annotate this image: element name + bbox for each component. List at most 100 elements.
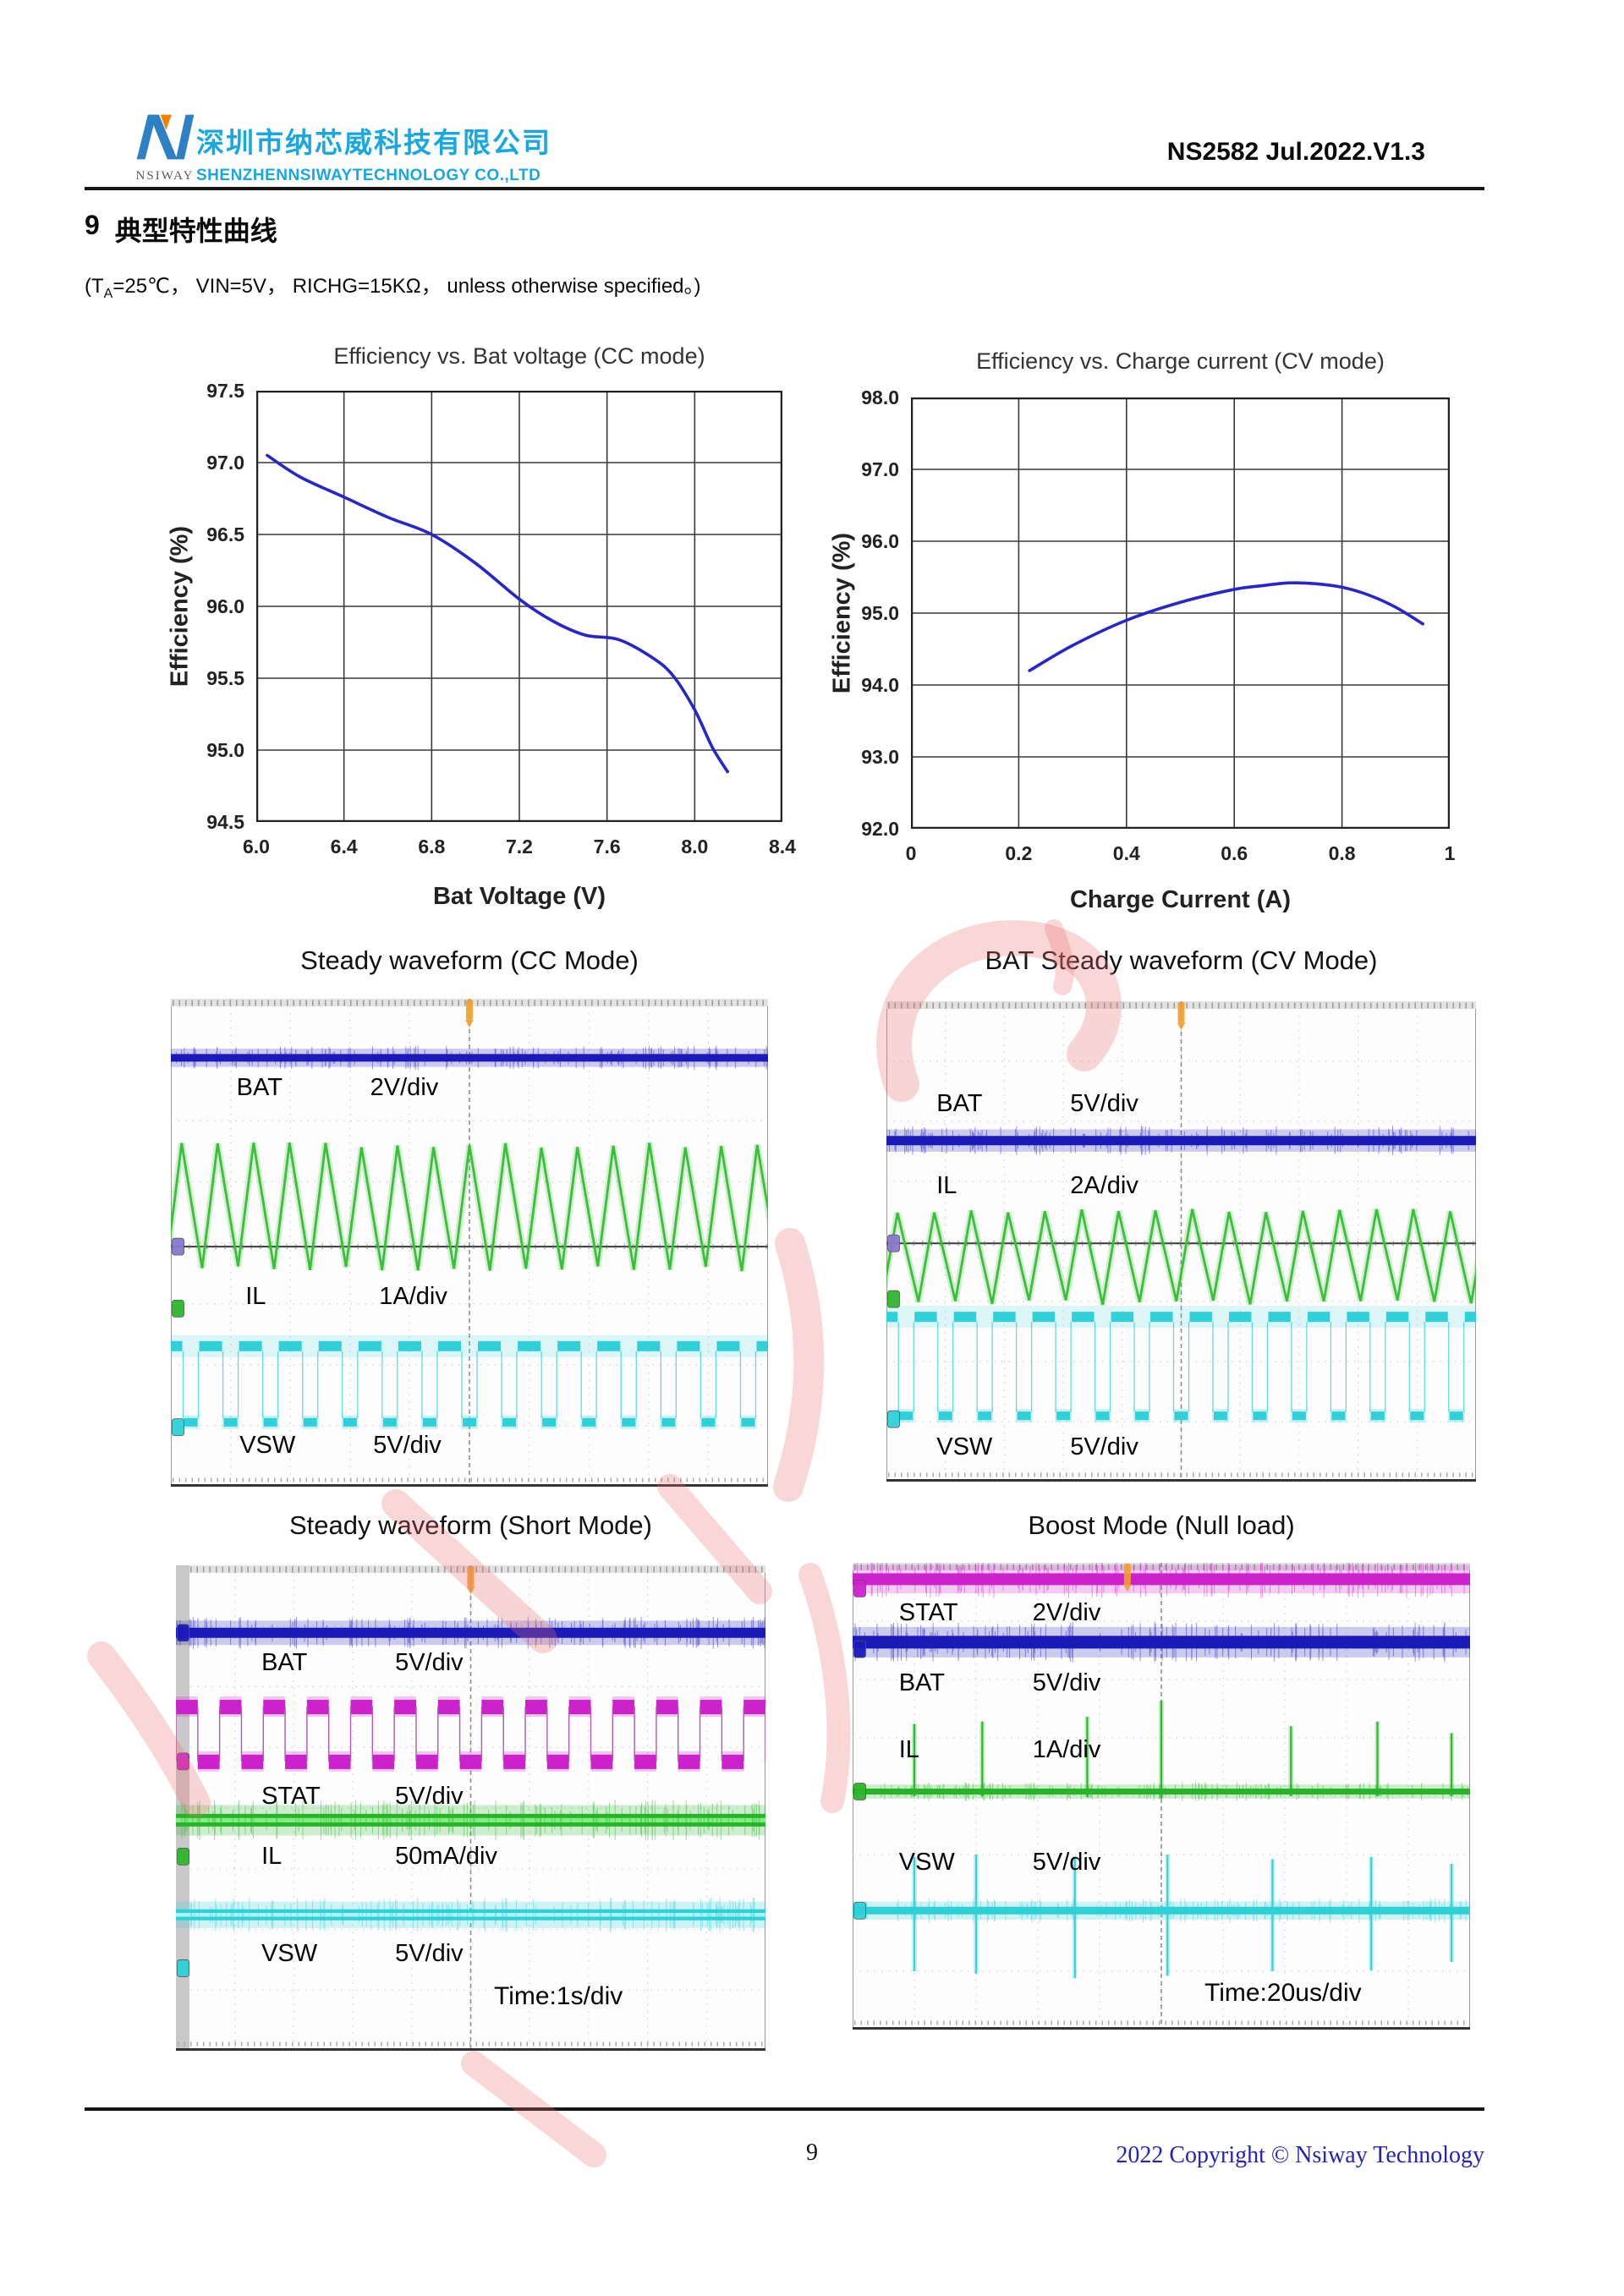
y-axis-label: Efficiency (%) bbox=[166, 525, 194, 688]
trace-label-STAT: STAT 5V/div bbox=[261, 1783, 464, 1811]
x-tick-label: 6.0 bbox=[243, 836, 270, 858]
trigger-marker-icon bbox=[1177, 1002, 1185, 1022]
trace-name: STAT bbox=[898, 1599, 958, 1627]
y-tick-label: 94.0 bbox=[861, 674, 899, 696]
x-tick-label: 0.4 bbox=[1112, 842, 1140, 864]
channel-marker-icon bbox=[887, 1410, 900, 1428]
nsiway-logo-icon bbox=[136, 114, 195, 160]
trace-label-VSW: VSW 5V/div bbox=[239, 1432, 442, 1460]
oscilloscope-boost-mode: STAT 2V/div BAT 5V/div IL 1A/div VSW 5V/div bbox=[853, 1563, 1470, 2030]
y-tick-label: 92.0 bbox=[861, 818, 899, 840]
oscilloscope-cv-mode: BAT 5V/div IL 2A/div VSW 5V/div bbox=[886, 1001, 1476, 1482]
scope-caption-boost-mode: Boost Mode (Null load) bbox=[1028, 1510, 1295, 1540]
conditions-prefix: (T bbox=[85, 275, 104, 298]
trace-name: BAT bbox=[936, 1090, 983, 1118]
trace-name: STAT bbox=[261, 1783, 321, 1811]
chart-title: Efficiency vs. Bat voltage (CC mode) bbox=[333, 343, 705, 369]
y-tick-label: 96.0 bbox=[206, 595, 244, 617]
copyright-notice: 2022 Copyright © Nsiway Technology bbox=[1116, 2142, 1484, 2168]
chart-efficiency-cc-mode: Efficiency vs. Bat voltage (CC mode) 97.5… bbox=[152, 338, 804, 930]
x-tick-label: 6.4 bbox=[330, 836, 358, 858]
trace-name: VSW bbox=[239, 1432, 296, 1460]
y-tick-label: 97.5 bbox=[206, 380, 244, 402]
x-tick-label: 1 bbox=[1444, 842, 1456, 864]
trace-name: VSW bbox=[898, 1848, 955, 1876]
trace-label-STAT: STAT 2V/div bbox=[899, 1599, 1101, 1627]
x-tick-label: 7.6 bbox=[593, 836, 621, 858]
trace-scale: 5V/div bbox=[1032, 1848, 1101, 1876]
x-tick-label: 7.2 bbox=[506, 836, 533, 858]
trace-label-VSW: VSW 5V/div bbox=[261, 1940, 464, 1968]
chart-plot-area bbox=[911, 397, 1450, 829]
trace-label-IL: IL 50mA/div bbox=[261, 1843, 497, 1871]
trace-name: IL bbox=[898, 1736, 919, 1764]
trace-scale: 5V/div bbox=[395, 1648, 464, 1676]
y-axis-label: Efficiency (%) bbox=[828, 532, 856, 694]
trace-scale: 5V/div bbox=[373, 1432, 442, 1460]
scope-screen bbox=[176, 1565, 765, 2051]
channel-marker-icon bbox=[172, 1418, 184, 1437]
trace-label-BAT: BAT 5V/div bbox=[899, 1669, 1101, 1697]
conditions-subscript: A bbox=[103, 286, 113, 301]
y-tick-label: 95.5 bbox=[206, 667, 244, 689]
x-tick-label: 0.2 bbox=[1005, 842, 1033, 864]
logo-wordmark: NSIWAY bbox=[135, 169, 195, 183]
trace-label-BAT: BAT 5V/div bbox=[261, 1649, 464, 1677]
trigger-marker-icon bbox=[466, 1000, 473, 1020]
chart-plot-area bbox=[256, 391, 782, 822]
trace-name: BAT bbox=[898, 1669, 945, 1696]
channel-marker-icon bbox=[853, 1640, 866, 1658]
x-axis-label: Charge Current (A) bbox=[1069, 886, 1291, 913]
section-title: 典型特性曲线 bbox=[114, 216, 277, 246]
section-heading: 9 典型特性曲线 bbox=[85, 210, 277, 249]
scope-caption-cv-mode: BAT Steady waveform (CV Mode) bbox=[985, 945, 1378, 975]
trace-label-IL: IL 1A/div bbox=[245, 1283, 447, 1311]
channel-marker-icon bbox=[177, 1959, 189, 1977]
x-tick-label: 6.8 bbox=[418, 836, 446, 858]
trace-name: IL bbox=[245, 1283, 266, 1311]
test-conditions: (TA=25℃， VIN=5V， RICHG=15KΩ， unless othe… bbox=[85, 269, 701, 302]
y-tick-label: 96.5 bbox=[206, 523, 244, 545]
trace-name: BAT bbox=[261, 1648, 308, 1676]
y-tick-label: 94.5 bbox=[206, 811, 244, 833]
chart-title: Efficiency vs. Charge current (CV mode) bbox=[976, 348, 1385, 374]
header-rule bbox=[85, 187, 1484, 190]
trace-label-VSW: VSW 5V/div bbox=[936, 1433, 1138, 1461]
trace-scale: 5V/div bbox=[1070, 1090, 1138, 1118]
trace-scale: 2V/div bbox=[370, 1074, 439, 1102]
x-tick-label: 0 bbox=[905, 842, 917, 864]
chart-series-line bbox=[266, 453, 730, 774]
x-tick-label: 8.0 bbox=[681, 836, 709, 858]
channel-marker-icon bbox=[853, 1901, 866, 1920]
y-tick-label: 98.0 bbox=[861, 386, 899, 408]
trace-label-BAT: BAT 2V/div bbox=[237, 1074, 439, 1102]
channel-marker-icon bbox=[172, 1299, 184, 1318]
x-tick-label: 8.4 bbox=[769, 836, 796, 858]
trigger-marker-icon bbox=[467, 1566, 475, 1586]
trace-scale: 5V/div bbox=[1032, 1669, 1101, 1696]
company-name-cn: 深圳市纳芯威科技有限公司 bbox=[196, 127, 551, 158]
channel-marker-icon bbox=[853, 1579, 866, 1597]
trace-label-BAT: BAT 5V/div bbox=[936, 1090, 1138, 1118]
trace-scale: 2V/div bbox=[1032, 1599, 1101, 1627]
section-number: 9 bbox=[85, 210, 100, 240]
chart-series-line bbox=[1028, 581, 1424, 672]
x-axis-label: Bat Voltage (V) bbox=[432, 883, 606, 910]
trace-scale: 1A/div bbox=[379, 1283, 447, 1311]
trace-name: VSW bbox=[936, 1433, 993, 1461]
channel-marker-icon bbox=[887, 1290, 900, 1308]
y-tick-label: 97.0 bbox=[861, 458, 899, 480]
chart-efficiency-cv-mode: Efficiency vs. Charge current (CV mode) 9… bbox=[812, 338, 1480, 930]
trace-label-VSW: VSW 5V/div bbox=[899, 1849, 1101, 1877]
y-tick-label: 93.0 bbox=[861, 746, 899, 768]
y-tick-label: 96.0 bbox=[861, 530, 899, 552]
channel-marker-icon bbox=[172, 1237, 184, 1256]
y-tick-label: 95.0 bbox=[861, 602, 899, 624]
y-tick-label: 97.0 bbox=[206, 452, 244, 474]
scope-caption-short-mode: Steady waveform (Short Mode) bbox=[288, 1510, 652, 1540]
x-tick-label: 0.6 bbox=[1221, 842, 1248, 864]
trace-label-IL: IL 2A/div bbox=[936, 1172, 1138, 1200]
trace-name: BAT bbox=[236, 1074, 283, 1102]
company-name-block: 深圳市纳芯威科技有限公司 SHENZHENNSIWAYTECHNOLOGY CO… bbox=[196, 120, 551, 185]
